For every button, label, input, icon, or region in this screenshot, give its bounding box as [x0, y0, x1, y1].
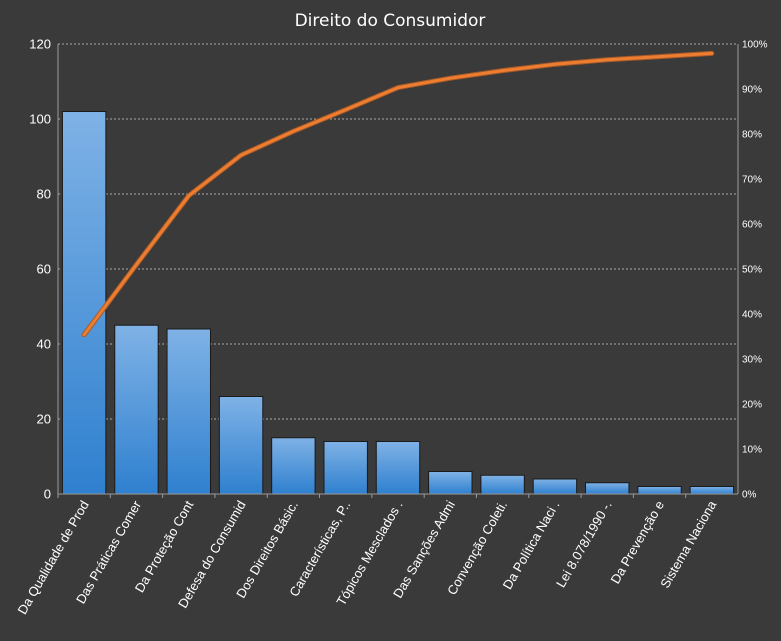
y2-tick-label: 70% — [742, 175, 762, 186]
bar — [532, 478, 578, 495]
bar — [61, 111, 107, 495]
y-tick-label: 100 — [29, 112, 51, 127]
bar — [166, 328, 211, 495]
bar — [428, 471, 473, 495]
bar — [114, 324, 159, 495]
bar — [689, 486, 735, 495]
y2-tick-label: 50% — [742, 265, 762, 276]
y-tick-label: 20 — [37, 412, 51, 427]
y-tick-label: 0 — [44, 487, 51, 502]
chart-title: Direito do Consumidor — [295, 11, 486, 31]
bar — [375, 441, 421, 495]
y-tick-label: 60 — [37, 262, 51, 277]
axes: 0 20 40 60 80 100 120 0% 10% 20% 30% 40% 50% 60% 70% 80… — [29, 37, 767, 502]
bar — [637, 486, 682, 495]
y2-tick-label: 0% — [742, 490, 757, 501]
cumulative-line-path — [82, 51, 714, 337]
y2-tick-label: 90% — [742, 85, 762, 96]
category-label: Da Política Naci . — [500, 498, 563, 592]
bars — [61, 111, 735, 495]
category-label: Da Prevenção e — [607, 498, 667, 586]
y2-tick-label: 60% — [742, 220, 762, 231]
bar — [271, 437, 316, 495]
bar — [585, 482, 630, 495]
category-label: Sistema Naciona — [657, 497, 720, 590]
bar — [218, 396, 264, 495]
category-label: Lei 8.078/1990 -. — [553, 498, 615, 590]
y2-tick-label: 30% — [742, 355, 762, 366]
bar — [323, 441, 368, 495]
y2-tick-label: 10% — [742, 445, 762, 456]
y2-tick-label: 80% — [742, 130, 762, 141]
bar — [480, 474, 525, 495]
y-tick-label: 40 — [37, 337, 51, 352]
category-label: Da Proteção Cont — [132, 498, 197, 595]
y-tick-label: 80 — [37, 187, 51, 202]
y2-tick-label: 20% — [742, 400, 762, 411]
cumulative-line — [81, 50, 715, 338]
y2-tick-label: 100% — [742, 40, 768, 51]
y-tick-label: 120 — [29, 37, 51, 52]
y2-tick-label: 40% — [742, 310, 762, 321]
